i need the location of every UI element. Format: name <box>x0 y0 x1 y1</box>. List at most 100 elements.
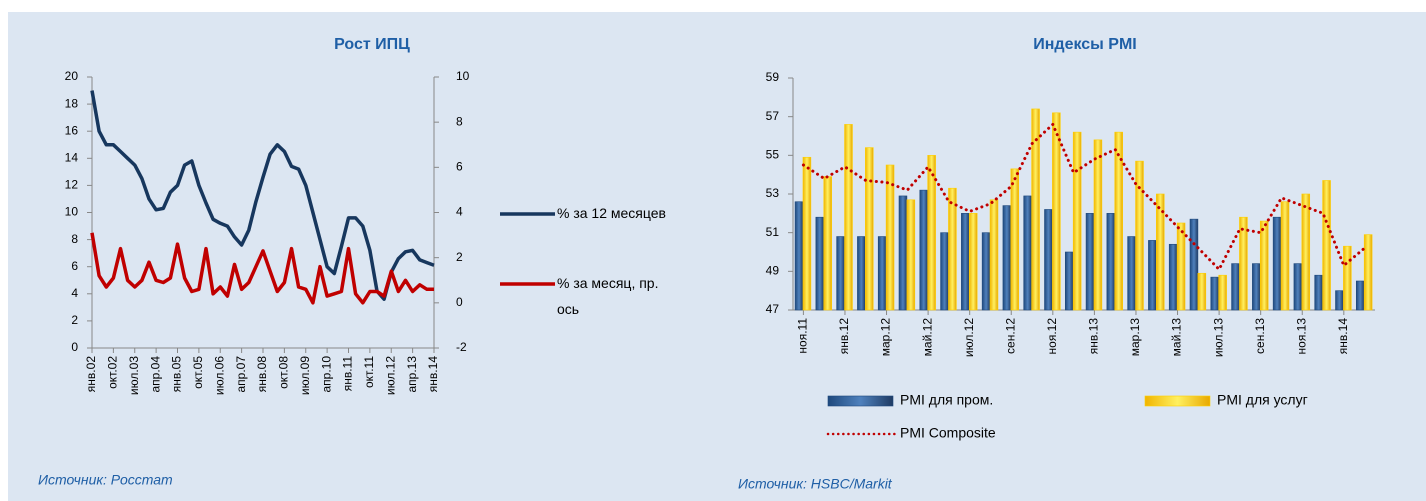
bar <box>1252 263 1261 311</box>
bar <box>877 236 887 311</box>
bar <box>989 199 999 311</box>
y2-tick-label: 2 <box>456 250 463 264</box>
y-tick-label: 6 <box>71 259 78 273</box>
bar <box>1085 213 1095 311</box>
bar <box>1093 139 1103 311</box>
bar <box>940 232 949 311</box>
x-tick-label: янв.08 <box>255 356 269 393</box>
y-tick-label: 49 <box>766 264 780 278</box>
bar <box>961 213 970 311</box>
bar <box>1218 274 1227 311</box>
y-tick-label: 55 <box>766 148 780 162</box>
bar <box>815 216 825 311</box>
bar <box>1189 218 1199 311</box>
legend-swatch <box>827 395 894 407</box>
x-tick-label: июл.03 <box>127 356 141 395</box>
x-tick-label: ноя.12 <box>1045 318 1059 355</box>
bar <box>948 187 957 311</box>
bar <box>1210 276 1219 311</box>
bar <box>1176 222 1186 311</box>
chart-title: Рост ИПЦ <box>334 36 410 53</box>
x-tick-label: июл.09 <box>298 356 312 395</box>
x-tick-label: апр.13 <box>405 356 419 393</box>
y-tick-label: 12 <box>65 178 79 192</box>
x-tick-label: апр.10 <box>319 356 333 393</box>
bar <box>1168 243 1178 311</box>
bar <box>1052 112 1061 311</box>
y-tick-label: 57 <box>766 109 780 123</box>
bar <box>1314 274 1323 311</box>
x-tick-label: окт.05 <box>191 356 205 389</box>
bar <box>802 156 812 311</box>
y2-tick-label: 6 <box>456 160 463 174</box>
x-tick-label: янв.05 <box>170 356 184 393</box>
chart-title: Индексы PMI <box>1033 36 1136 53</box>
bar <box>1231 263 1240 311</box>
x-tick-label: май.13 <box>1170 318 1184 357</box>
legend-swatch <box>1144 395 1211 407</box>
bar <box>1114 131 1123 311</box>
bar <box>1272 216 1282 311</box>
x-tick-label: мар.13 <box>1128 318 1142 357</box>
bar <box>1031 108 1040 311</box>
bar <box>1148 240 1157 311</box>
bar <box>823 176 832 311</box>
x-tick-label: июл.12 <box>962 318 976 357</box>
x-tick-label: сен.13 <box>1253 318 1267 354</box>
bar <box>1343 245 1352 311</box>
bar <box>927 155 936 311</box>
bar <box>1156 193 1165 311</box>
bar <box>906 199 916 311</box>
x-tick-label: окт.08 <box>277 356 291 389</box>
bar <box>844 124 853 311</box>
y-tick-label: 51 <box>766 225 780 239</box>
x-tick-label: янв.14 <box>1336 318 1350 355</box>
y-tick-label: 18 <box>65 96 79 110</box>
bar <box>1010 168 1020 311</box>
bar <box>1363 234 1373 311</box>
bar <box>1239 216 1248 311</box>
bar <box>1355 280 1365 311</box>
bar <box>794 201 804 311</box>
x-tick-label: сен.12 <box>1003 318 1017 354</box>
y2-tick-label: 4 <box>456 205 463 219</box>
y-tick-label: 4 <box>71 286 78 300</box>
y2-tick-label: 0 <box>456 295 463 309</box>
y-tick-label: 8 <box>71 232 78 246</box>
bar <box>1135 160 1144 311</box>
x-tick-label: апр.07 <box>234 356 248 393</box>
x-tick-label: май.12 <box>920 318 934 357</box>
x-tick-label: июл.06 <box>212 356 226 395</box>
legend-label: PMI Composite <box>900 425 996 441</box>
series-line <box>90 232 434 305</box>
source: Источник: HSBC/Markit <box>738 476 893 492</box>
legend-label: PMI для услуг <box>1217 392 1308 408</box>
y-tick-label: 14 <box>65 150 79 164</box>
bar <box>885 164 895 311</box>
x-tick-label: июл.12 <box>383 356 397 395</box>
y-tick-label: 47 <box>766 302 780 316</box>
x-tick-label: янв.11 <box>341 356 355 392</box>
x-tick-label: янв.13 <box>1087 318 1101 355</box>
y2-tick-label: -2 <box>456 340 467 354</box>
background <box>8 12 1426 501</box>
y2-tick-label: 8 <box>456 114 463 128</box>
bar <box>836 236 845 311</box>
legend-label: % за месяц, пр. ось <box>557 275 658 317</box>
bar <box>1002 205 1012 311</box>
bar <box>1106 213 1116 311</box>
y-tick-label: 53 <box>766 186 780 200</box>
x-tick-label: окт.11 <box>362 356 376 388</box>
bar <box>865 147 874 311</box>
y-tick-label: 16 <box>65 123 79 137</box>
x-tick-label: июл.13 <box>1211 318 1225 357</box>
x-tick-label: янв.14 <box>426 356 440 393</box>
y-tick-label: 2 <box>71 313 78 327</box>
bar <box>919 189 928 311</box>
y-tick-label: 59 <box>766 70 780 84</box>
bar <box>981 232 991 311</box>
bar <box>1127 236 1136 311</box>
bar <box>857 236 866 311</box>
y2-tick-label: 10 <box>456 69 470 83</box>
